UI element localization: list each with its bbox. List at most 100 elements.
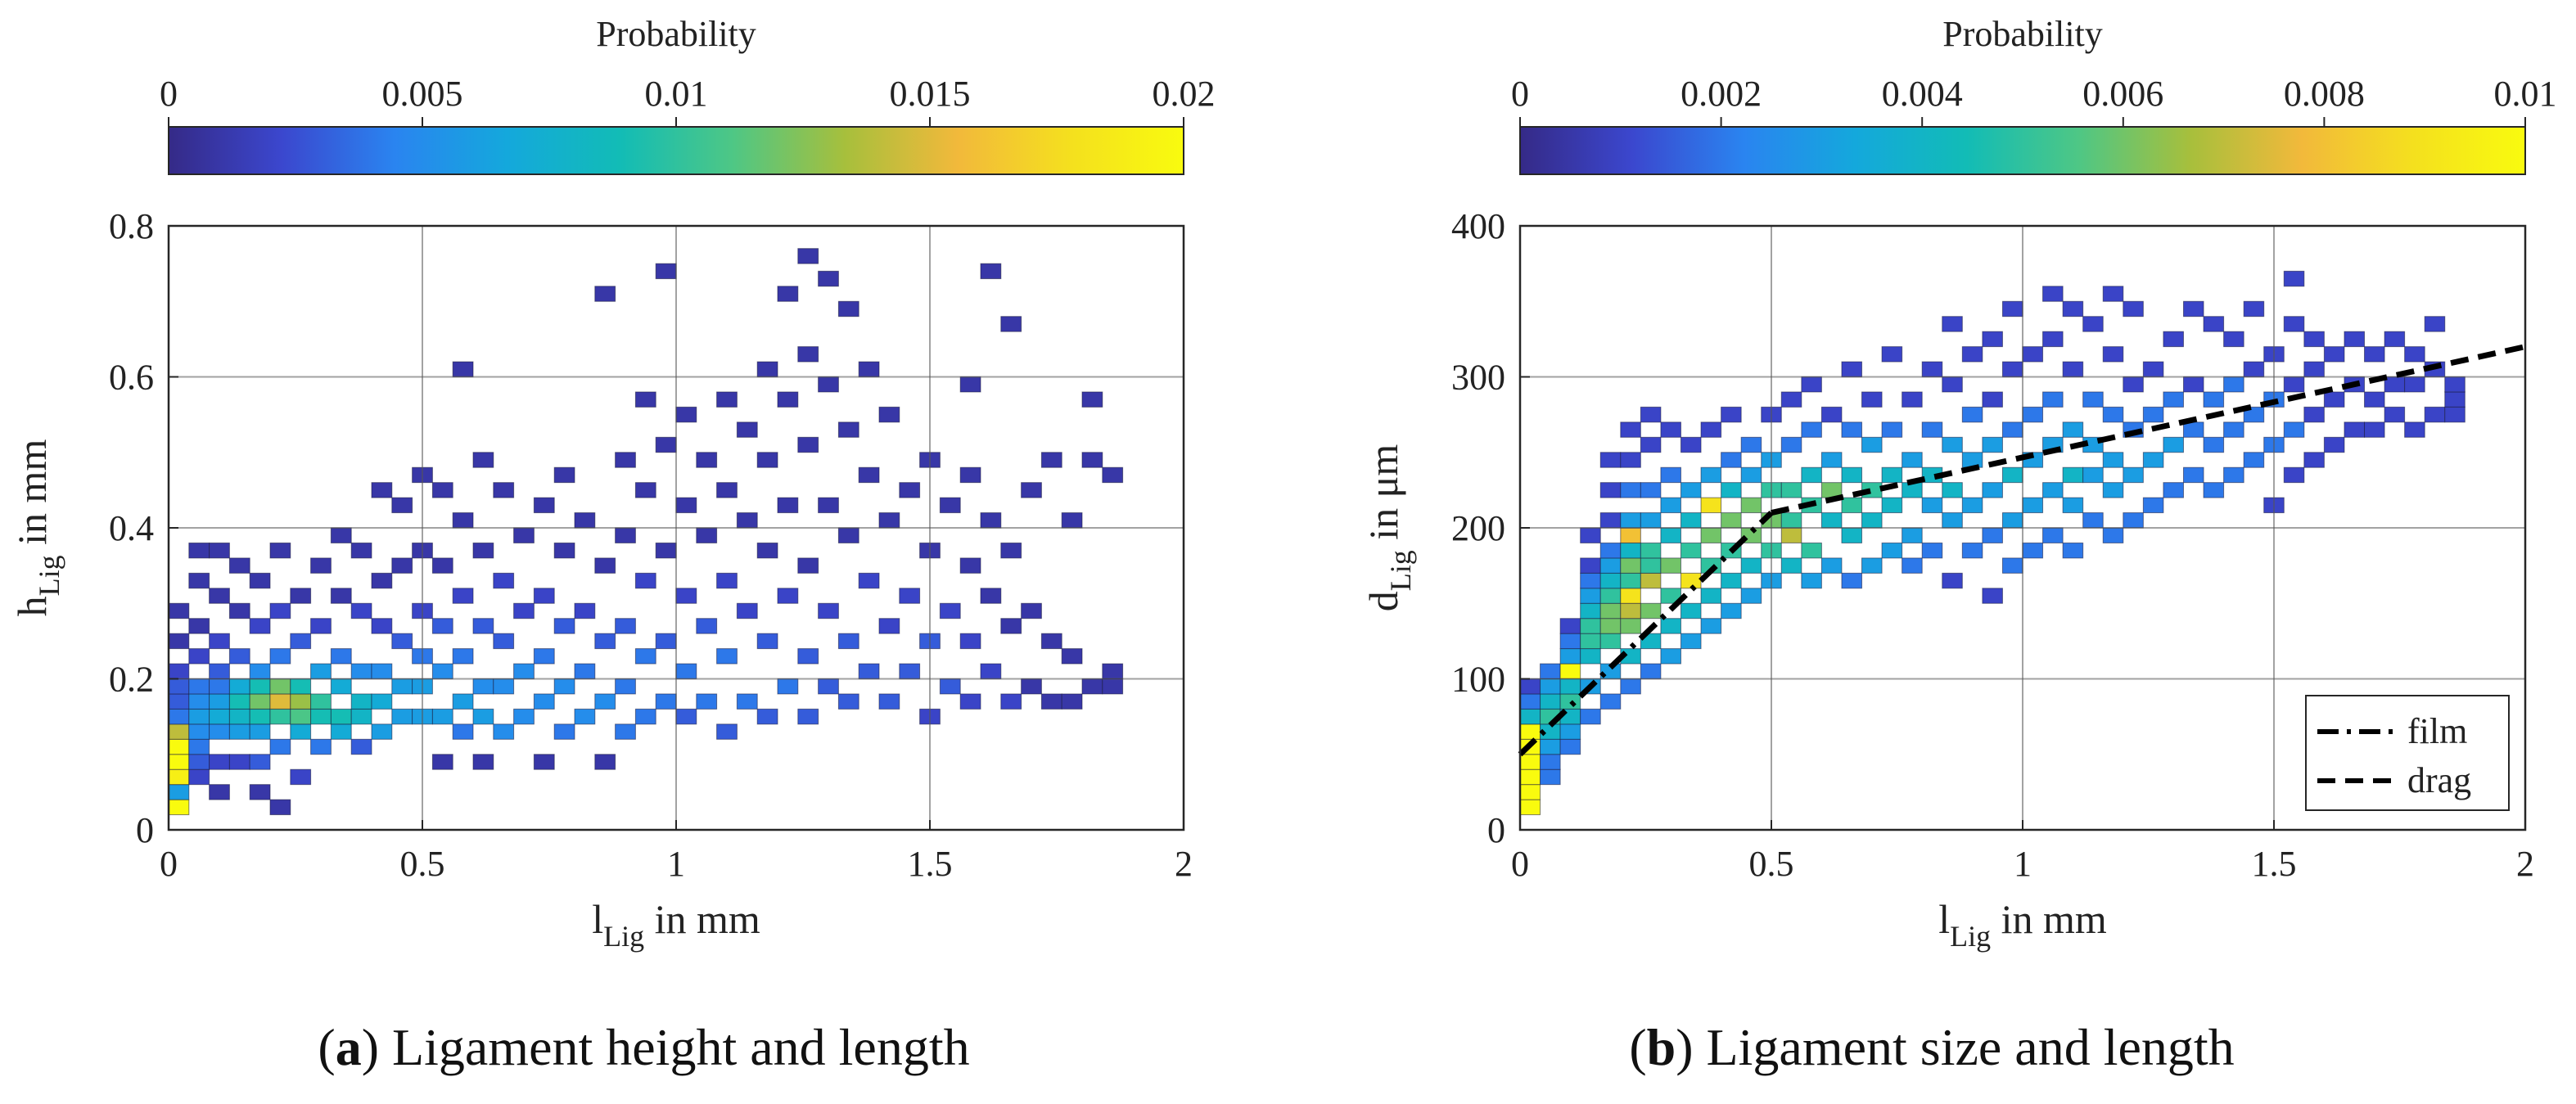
heatmap-cell: [168, 663, 190, 679]
heatmap-cell: [2062, 421, 2084, 438]
heatmap-cell: [1820, 557, 1843, 574]
heatmap-cell: [1620, 527, 1641, 543]
heatmap-cell: [553, 466, 575, 484]
heatmap-cell: [249, 663, 271, 679]
heatmap-cell: [1519, 723, 1541, 740]
heatmap-cell: [1599, 557, 1622, 574]
heatmap-cell: [655, 542, 677, 559]
heatmap-cell: [2283, 466, 2305, 484]
heatmap-cell: [899, 588, 921, 604]
heatmap-cell: [1540, 768, 1561, 786]
heatmap-cell: [472, 754, 494, 770]
heatmap-cell: [493, 633, 515, 650]
heatmap-cell: [594, 633, 616, 650]
heatmap-cell: [1942, 376, 1963, 393]
heatmap-cell: [837, 300, 859, 318]
heatmap-cell: [1620, 572, 1641, 589]
y-tick-label: 0: [136, 810, 154, 850]
heatmap-cell: [2243, 406, 2265, 423]
x-tick-label: 1.5: [908, 844, 953, 884]
heatmap-cell: [2203, 482, 2225, 498]
heatmap-cell: [1680, 602, 1702, 620]
caption-a-label: (a): [318, 1018, 380, 1076]
heatmap-cell: [168, 784, 190, 800]
heatmap-cell: [2001, 361, 2023, 377]
heatmap-cell: [818, 497, 839, 514]
heatmap-cell: [1559, 648, 1581, 665]
heatmap-cell: [168, 738, 190, 755]
heatmap-cell: [2042, 286, 2064, 302]
colorbar-gradient: [168, 126, 1184, 175]
heatmap-cell: [2082, 466, 2104, 484]
heatmap-cell: [391, 497, 413, 514]
heatmap-cell: [1021, 482, 1042, 498]
heatmap-cell: [290, 768, 312, 786]
heatmap-cell: [1740, 466, 1762, 484]
caption-a: (a) Ligament height and length: [0, 1015, 1288, 1080]
heatmap-cell: [269, 693, 291, 710]
heatmap-cell: [188, 723, 210, 740]
heatmap-cell: [2001, 466, 2023, 484]
heatmap-cell: [2022, 542, 2044, 559]
heatmap-cell: [2001, 300, 2023, 318]
heatmap-cell: [553, 618, 575, 634]
heatmap-cell: [675, 663, 697, 679]
heatmap-cell: [1942, 512, 1963, 529]
heatmap-cell: [188, 768, 210, 786]
heatmap-cell: [2404, 421, 2425, 438]
heatmap-cell: [1721, 452, 1742, 468]
heatmap-cell: [878, 618, 900, 634]
y-tick-label: 0: [1487, 810, 1505, 850]
heatmap-cell: [2062, 361, 2084, 377]
heatmap-cell: [1982, 436, 2003, 453]
heatmap-cell: [391, 708, 413, 725]
colorbar-tick-label: 0.01: [2494, 74, 2557, 114]
heatmap-cell: [269, 678, 291, 695]
heatmap-cell: [2223, 466, 2244, 484]
heatmap-cell: [594, 286, 616, 302]
heatmap-cell: [1000, 316, 1022, 332]
heatmap-cell: [2303, 361, 2325, 377]
heatmap-cell: [959, 557, 981, 574]
heatmap-cell: [1700, 618, 1722, 634]
heatmap-cell: [634, 391, 656, 408]
heatmap-cell: [1801, 466, 1822, 484]
heatmap-cell: [2243, 361, 2265, 377]
heatmap-cell: [1599, 452, 1622, 468]
heatmap-cell: [1620, 557, 1641, 574]
heatmap-cell: [736, 512, 758, 529]
heatmap-cell: [1640, 572, 1662, 589]
heatmap-cell: [2082, 391, 2104, 408]
heatmap-cell: [1620, 512, 1641, 529]
heatmap-cell: [1921, 497, 1943, 514]
heatmap-cell: [493, 723, 515, 740]
heatmap-cell: [675, 406, 697, 423]
heatmap-cell: [675, 497, 697, 514]
heatmap-cell: [1102, 663, 1124, 679]
heatmap-cell: [1000, 693, 1022, 710]
heatmap-cell: [858, 361, 880, 377]
heatmap-cell: [188, 693, 210, 710]
heatmap-cell: [1540, 693, 1561, 710]
heatmap-cell: [2384, 406, 2406, 423]
heatmap-cell: [472, 708, 494, 725]
heatmap-cell: [615, 527, 636, 543]
y-axis-label: dLig in μm: [1360, 444, 1417, 612]
heatmap-cell: [1620, 482, 1641, 498]
heatmap-cell: [269, 738, 291, 755]
x-tick-label: 2: [2516, 844, 2534, 884]
heatmap-cell: [431, 482, 453, 498]
heatmap-cell: [1580, 602, 1601, 620]
fit-line-film: [1518, 511, 1774, 757]
heatmap-cell: [2102, 286, 2124, 302]
heatmap-cell: [2001, 557, 2023, 574]
heatmap-cell: [2022, 497, 2044, 514]
heatmap-cell: [310, 663, 332, 679]
heatmap-cell: [1640, 542, 1662, 559]
heatmap-cell: [209, 754, 230, 770]
heatmap-cell: [1982, 482, 2003, 498]
heatmap-cell: [696, 693, 718, 710]
heatmap-cell: [1580, 557, 1601, 574]
x-tick-label: 2: [1175, 844, 1193, 884]
